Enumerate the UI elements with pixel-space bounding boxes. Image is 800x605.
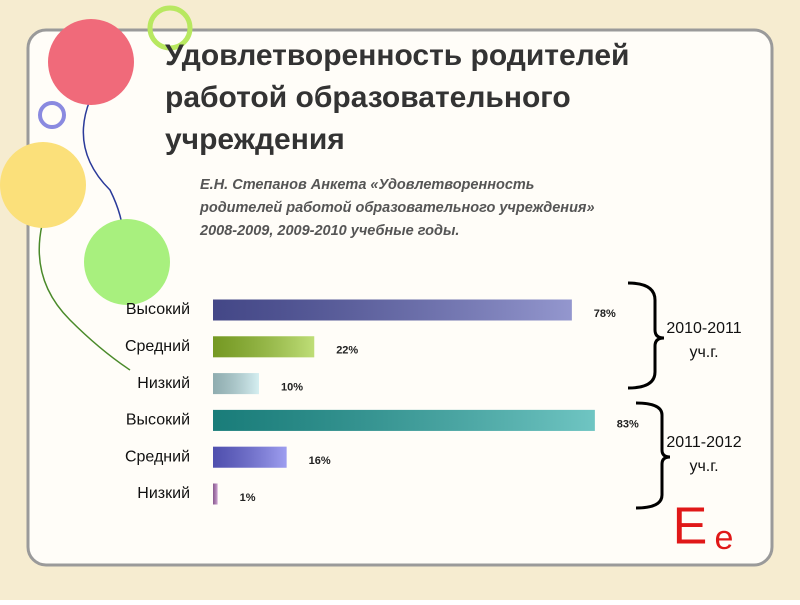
brackets [627, 281, 671, 510]
group-label: 2011-2012 [666, 434, 741, 451]
balloons [0, 5, 193, 371]
bar-shine [213, 336, 315, 358]
bar-shine [213, 373, 259, 395]
subtitle: 2008-2009, 2009-2010 учебные годы. [199, 223, 459, 239]
subtitle: родителей работой образовательного учреж… [199, 200, 595, 216]
title: Удовлетворенность родителей [165, 39, 629, 72]
value-label: 10% [281, 382, 303, 394]
category-label: Средний [125, 448, 190, 465]
category-label: Высокий [126, 301, 190, 318]
value-label: 83% [617, 418, 639, 430]
bar-shine [213, 409, 595, 431]
value-label: 78% [594, 308, 616, 320]
group-label: 2010-2011 [666, 320, 741, 337]
panel [26, 28, 774, 567]
group-label: уч.г. [689, 458, 718, 475]
group-label: уч.г. [689, 344, 718, 361]
title: работой образовательного [165, 81, 571, 114]
bar-shine [213, 446, 287, 468]
category-label: Высокий [126, 412, 190, 429]
category-label: Средний [125, 338, 190, 355]
logo: е [715, 519, 734, 557]
category-label: Низкий [137, 375, 190, 392]
title: учреждения [165, 123, 345, 156]
bar-shine [213, 483, 218, 505]
bar-shine [213, 299, 572, 321]
subtitle: Е.Н. Степанов Анкета «Удовлетворенность [200, 177, 534, 193]
value-label: 16% [309, 455, 331, 467]
logo: Е [673, 498, 708, 556]
value-label: 22% [336, 345, 358, 357]
value-label: 1% [240, 492, 256, 504]
category-label: Низкий [137, 485, 190, 502]
